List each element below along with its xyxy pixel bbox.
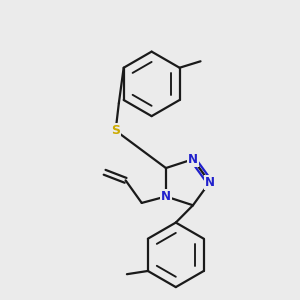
- Text: N: N: [161, 190, 171, 203]
- Text: N: N: [205, 176, 215, 189]
- Text: N: N: [188, 153, 198, 166]
- Text: S: S: [111, 124, 120, 137]
